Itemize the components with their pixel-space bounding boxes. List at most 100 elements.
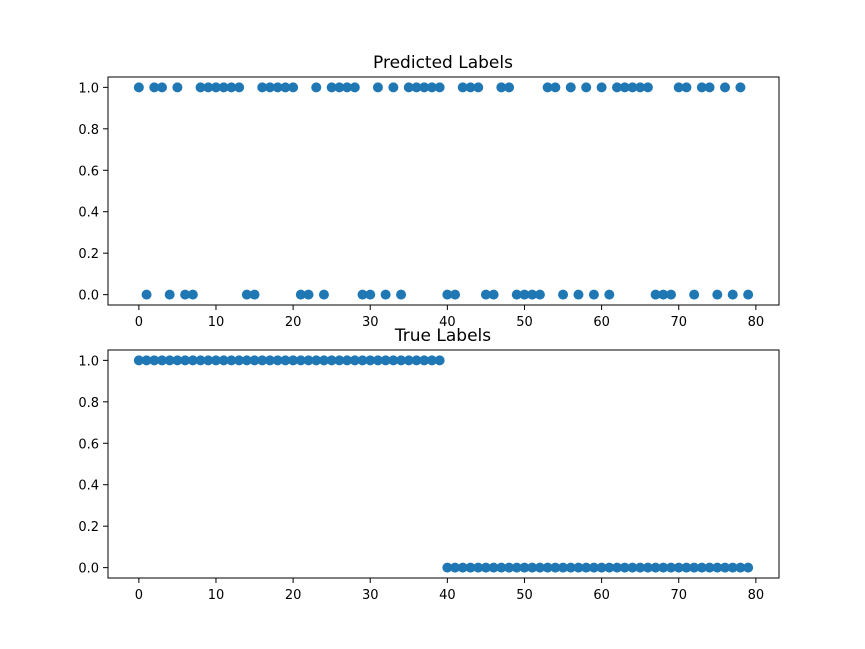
- true-data-point: [434, 355, 445, 366]
- true-data-point: [658, 562, 669, 573]
- predicted-data-point: [257, 82, 268, 93]
- predicted-data-point: [511, 289, 522, 300]
- predicted-data-point: [365, 289, 376, 300]
- predicted-data-point: [735, 82, 746, 93]
- true-data-point: [581, 562, 592, 573]
- true-data-point: [365, 355, 376, 366]
- predicted-labels-title: Predicted Labels: [373, 53, 513, 73]
- true-data-point: [280, 355, 291, 366]
- predicted-data-point: [234, 82, 245, 93]
- predicted-data-point: [295, 289, 306, 300]
- predicted-y-tick-label: 0.8: [78, 123, 99, 138]
- predicted-data-point: [372, 82, 383, 93]
- true-data-point: [550, 562, 561, 573]
- predicted-data-point: [488, 289, 499, 300]
- true-data-point: [720, 562, 731, 573]
- true-data-point: [403, 355, 414, 366]
- predicted-data-point: [619, 82, 630, 93]
- true-data-point: [696, 562, 707, 573]
- predicted-x-tick-label: 10: [208, 315, 225, 330]
- predicted-data-point: [666, 289, 677, 300]
- predicted-data-point: [326, 82, 337, 93]
- true-data-point: [133, 355, 144, 366]
- true-y-tick-label: 0.6: [78, 437, 99, 452]
- predicted-data-point: [334, 82, 345, 93]
- true-y-tick-label: 0.8: [78, 396, 99, 411]
- predicted-data-point: [349, 82, 360, 93]
- predicted-data-point: [450, 289, 461, 300]
- true-data-point: [704, 562, 715, 573]
- predicted-data-point: [558, 289, 569, 300]
- true-data-point: [465, 562, 476, 573]
- true-data-point: [650, 562, 661, 573]
- true-x-tick-label: 10: [208, 588, 225, 603]
- true-data-point: [311, 355, 322, 366]
- true-data-point: [172, 355, 183, 366]
- predicted-x-tick-label: 40: [439, 315, 456, 330]
- true-data-point: [226, 355, 237, 366]
- predicted-data-point: [272, 82, 283, 93]
- predicted-data-point: [673, 82, 684, 93]
- predicted-y-tick-label: 0.4: [78, 206, 99, 221]
- predicted-data-point: [465, 82, 476, 93]
- true-data-point: [249, 355, 260, 366]
- predicted-data-point: [743, 289, 754, 300]
- true-data-point: [642, 562, 653, 573]
- predicted-data-point: [604, 289, 615, 300]
- predicted-data-point: [164, 289, 175, 300]
- true-data-point: [164, 355, 175, 366]
- true-data-point: [426, 355, 437, 366]
- true-data-point: [673, 562, 684, 573]
- true-data-point: [473, 562, 484, 573]
- predicted-data-point: [203, 82, 214, 93]
- predicted-plot-area: [107, 76, 780, 306]
- predicted-data-point: [149, 82, 160, 93]
- predicted-x-tick-label: 80: [748, 315, 765, 330]
- predicted-data-point: [689, 289, 700, 300]
- predicted-data-point: [581, 82, 592, 93]
- predicted-data-point: [712, 289, 723, 300]
- true-data-point: [264, 355, 275, 366]
- predicted-x-tick-label: 0: [135, 315, 143, 330]
- predicted-data-point: [133, 82, 144, 93]
- true-data-point: [388, 355, 399, 366]
- predicted-data-point: [388, 82, 399, 93]
- predicted-data-point: [187, 289, 198, 300]
- predicted-data-point: [573, 289, 584, 300]
- true-data-point: [411, 355, 422, 366]
- true-data-point: [542, 562, 553, 573]
- predicted-data-point: [588, 289, 599, 300]
- true-data-point: [318, 355, 329, 366]
- predicted-data-point: [550, 82, 561, 93]
- predicted-data-point: [504, 82, 515, 93]
- predicted-data-point: [280, 82, 291, 93]
- true-y-tick-label: 1.0: [78, 354, 99, 369]
- predicted-data-point: [642, 82, 653, 93]
- predicted-labels-axes: Predicted Labels 0 10 20 30 40 50 60 70 80 0.0 0.2…: [78, 53, 780, 330]
- true-data-point: [419, 355, 430, 366]
- true-data-point: [457, 562, 468, 573]
- predicted-x-tick-label: 50: [516, 315, 533, 330]
- true-data-point: [496, 562, 507, 573]
- predicted-data-point: [442, 289, 453, 300]
- predicted-data-point: [156, 82, 167, 93]
- true-data-point: [372, 355, 383, 366]
- predicted-data-point: [210, 82, 221, 93]
- predicted-data-point: [704, 82, 715, 93]
- true-data-point: [504, 562, 515, 573]
- true-y-tick-label: 0.2: [78, 520, 99, 535]
- true-data-point: [187, 355, 198, 366]
- true-data-point: [588, 562, 599, 573]
- predicted-data-point: [318, 289, 329, 300]
- predicted-data-point: [612, 82, 623, 93]
- predicted-data-point: [241, 289, 252, 300]
- predicted-data-point: [727, 289, 738, 300]
- predicted-data-point: [519, 289, 530, 300]
- predicted-y-tick-label: 1.0: [78, 81, 99, 96]
- true-data-point: [450, 562, 461, 573]
- predicted-data-point: [288, 82, 299, 93]
- predicted-data-point: [141, 289, 152, 300]
- true-data-point: [342, 355, 353, 366]
- predicted-y-tick-label: 0.0: [78, 289, 99, 304]
- predicted-data-point: [226, 82, 237, 93]
